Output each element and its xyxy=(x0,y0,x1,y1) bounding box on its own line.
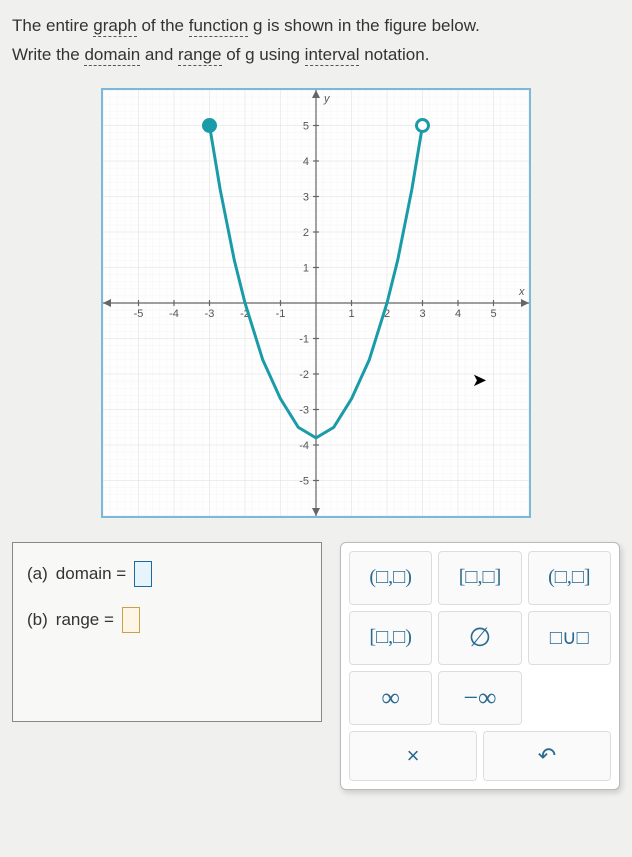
text: The entire xyxy=(12,16,93,35)
clear-button[interactable]: × xyxy=(349,731,477,781)
neg-infinity-button[interactable]: −∞ xyxy=(438,671,521,725)
term-interval[interactable]: interval xyxy=(305,45,360,66)
svg-text:-1: -1 xyxy=(299,333,309,345)
problem-statement: The entire graph of the function g is sh… xyxy=(12,12,620,70)
answer-a-row: (a) domain = xyxy=(27,561,307,587)
closed-closed-interval-button[interactable]: [□,□] xyxy=(438,551,521,605)
svg-text:x: x xyxy=(518,286,525,298)
range-input[interactable] xyxy=(122,607,140,633)
union-button[interactable]: □∪□ xyxy=(528,611,611,665)
empty-set-button[interactable]: ∅ xyxy=(438,611,521,665)
svg-text:3: 3 xyxy=(303,191,309,203)
svg-text:5: 5 xyxy=(303,120,309,132)
svg-text:2: 2 xyxy=(303,227,309,239)
text: g is shown in the figure below. xyxy=(248,16,480,35)
answer-panel: (a) domain = (b) range = xyxy=(12,542,322,722)
svg-text:-2: -2 xyxy=(299,369,309,381)
svg-text:-5: -5 xyxy=(299,475,309,487)
svg-text:-1: -1 xyxy=(276,308,286,320)
symbol-palette: (□,□)[□,□](□,□] [□,□)∅□∪□ ∞−∞ × ↶ xyxy=(340,542,620,790)
open-closed-interval-button[interactable]: (□,□] xyxy=(528,551,611,605)
svg-text:1: 1 xyxy=(303,262,309,274)
text: of the xyxy=(137,16,189,35)
svg-text:-3: -3 xyxy=(299,404,309,416)
text: and xyxy=(140,45,178,64)
svg-text:-5: -5 xyxy=(134,308,144,320)
svg-text:4: 4 xyxy=(455,308,461,320)
undo-button[interactable]: ↶ xyxy=(483,731,611,781)
svg-text:3: 3 xyxy=(419,308,425,320)
answer-a-label: (a) xyxy=(27,564,48,584)
closed-open-interval-button[interactable]: [□,□) xyxy=(349,611,432,665)
svg-text:5: 5 xyxy=(490,308,496,320)
infinity-button[interactable]: ∞ xyxy=(349,671,432,725)
term-graph[interactable]: graph xyxy=(93,16,136,37)
answer-a-text: domain = xyxy=(56,564,126,584)
term-range[interactable]: range xyxy=(178,45,221,66)
svg-text:-3: -3 xyxy=(205,308,215,320)
svg-text:1: 1 xyxy=(348,308,354,320)
text: notation. xyxy=(359,45,429,64)
domain-input[interactable] xyxy=(134,561,152,587)
svg-text:-4: -4 xyxy=(169,308,179,320)
svg-text:4: 4 xyxy=(303,156,309,168)
text: of g using xyxy=(222,45,305,64)
svg-text:-4: -4 xyxy=(299,440,309,452)
term-function[interactable]: function xyxy=(189,16,249,37)
answer-b-text: range = xyxy=(56,610,114,630)
term-domain[interactable]: domain xyxy=(84,45,140,66)
graph-container: -5-4-3-2-112345-5-4-3-2-112345xy ➤ xyxy=(101,88,531,518)
svg-text:y: y xyxy=(323,93,331,105)
function-graph: -5-4-3-2-112345-5-4-3-2-112345xy xyxy=(103,90,529,516)
open-open-interval-button[interactable]: (□,□) xyxy=(349,551,432,605)
answer-b-label: (b) xyxy=(27,610,48,630)
text: Write the xyxy=(12,45,84,64)
answer-b-row: (b) range = xyxy=(27,607,307,633)
